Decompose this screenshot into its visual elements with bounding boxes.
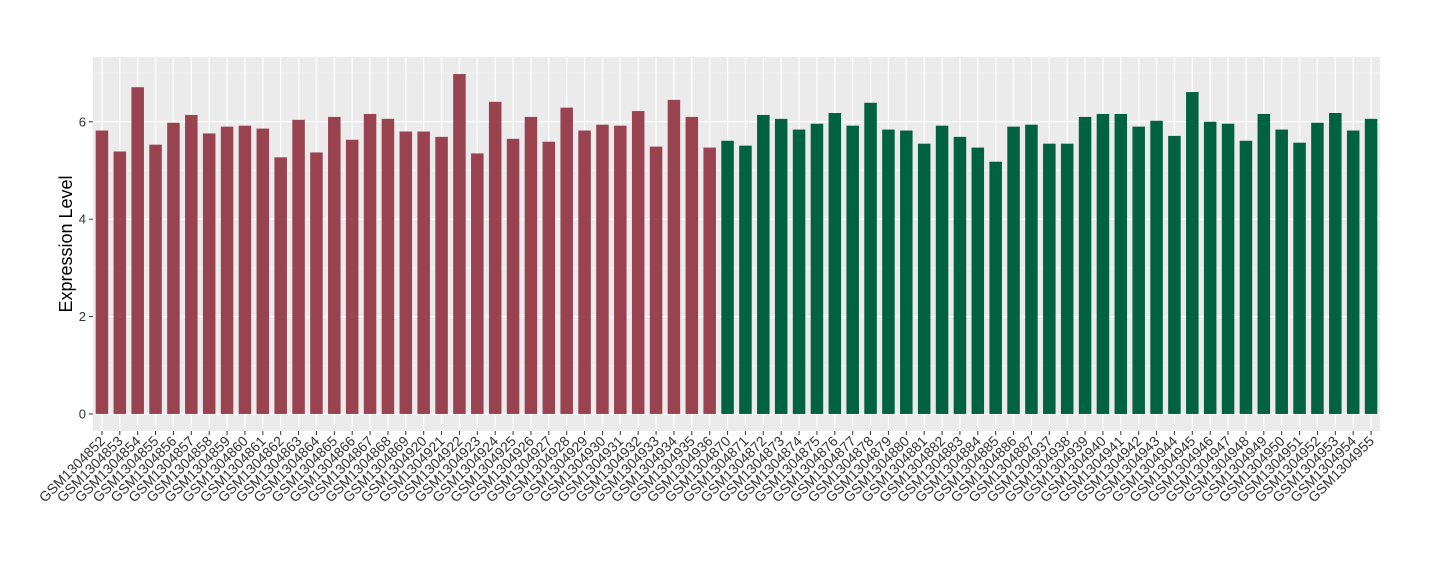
bar [167,122,180,414]
bar [1293,142,1306,414]
bar [1329,113,1342,414]
bar [578,130,591,414]
bar [113,151,127,414]
bar [345,139,359,414]
bar [1025,124,1038,414]
bar [1221,123,1235,414]
bar [131,87,144,414]
bar [846,125,859,414]
bar [935,125,949,414]
bar [506,138,520,414]
bar [864,102,877,414]
bar [1060,143,1074,414]
bar [685,116,699,414]
bar [471,153,484,414]
bar [560,107,573,414]
bar [900,130,913,414]
bar [1203,121,1217,414]
bar [542,141,556,414]
bar [739,145,752,414]
bar [149,144,162,414]
bar [1257,113,1271,414]
bar [828,113,842,414]
bar [721,140,734,414]
bar [381,118,395,414]
y-tick-label: 0 [79,406,86,421]
bar [953,136,967,414]
bar [220,126,234,414]
y-axis-label: Expression Level [56,175,76,312]
bar [399,131,413,414]
bar [1239,140,1253,414]
bar [989,161,1002,414]
bar [95,130,109,414]
bar [202,133,216,414]
y-tick-label: 4 [79,212,86,227]
bar [1150,120,1163,414]
bar [1096,113,1110,414]
y-tick-label: 2 [79,309,86,324]
bar [524,116,538,414]
bar [971,147,985,414]
bar [292,119,305,414]
bar [1186,92,1199,414]
bar [596,124,609,414]
bar [274,157,287,414]
bar [1311,122,1324,414]
bar [310,152,323,414]
bar [810,123,824,414]
bar [1132,126,1145,414]
y-tick-label: 6 [79,114,86,129]
bar [185,114,198,414]
bar [435,136,448,414]
bar [1043,143,1056,414]
bar [1114,113,1128,414]
bar [238,125,252,414]
bar [1007,126,1020,414]
bar [649,146,663,414]
bar [882,129,895,414]
bar [1275,129,1288,414]
bar [917,143,931,414]
bar [757,114,770,414]
bar [363,113,377,414]
bar [488,101,502,414]
bar [328,116,341,414]
bar [1364,118,1378,414]
bar [1168,135,1181,414]
panel [93,57,1380,431]
bar [1346,130,1360,414]
bar [614,125,627,414]
bar [774,118,788,414]
bar [453,74,466,414]
bar [667,99,681,414]
bar [1078,116,1092,414]
bar [792,129,806,414]
bar [703,147,716,414]
bar [417,131,430,414]
bar [256,128,270,414]
bar [631,111,645,414]
